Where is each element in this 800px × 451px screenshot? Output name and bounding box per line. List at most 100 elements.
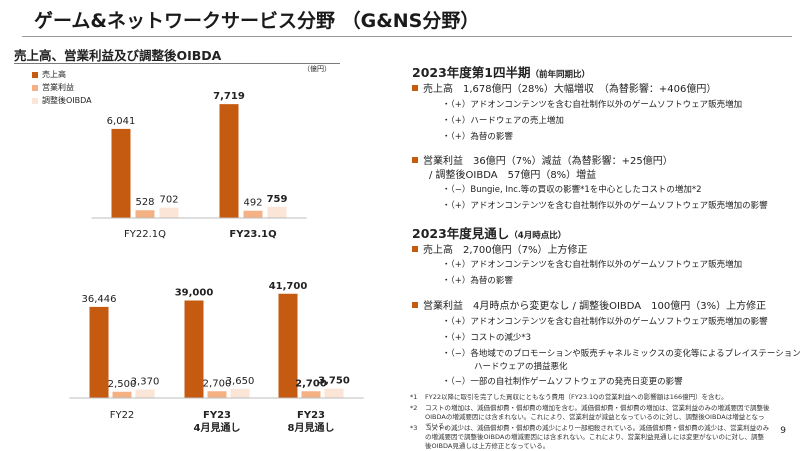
- bar-oibda: [230, 388, 250, 398]
- q1-op-line: 営業利益 36億円（7%）減益（為替影響：+25億円）: [412, 152, 673, 167]
- fy-op-item-text: （−）各地域でのプロモーションや販売チャネルミックスの変化等によるプレイステーシ…: [450, 349, 800, 359]
- q1-sales-item: ・（+）アドオンコンテンツを含む自社制作以外のゲームソフトウェア販売増加: [442, 100, 743, 110]
- legend-item-oibda: 調整後OIBDA: [32, 94, 92, 107]
- unit-label: （億円）: [303, 65, 331, 73]
- category-label: FY23: [297, 410, 325, 421]
- category-label: 8月見通し: [288, 422, 335, 434]
- data-label-sales: 6,041: [107, 116, 136, 127]
- q1-op-text: 営業利益 36億円（7%）減益（為替影響：+25億円）: [423, 156, 673, 167]
- fy-op-item-text: （+）アドオンコンテンツを含む自社制作以外のゲームソフトウェア販売増加の影響: [450, 317, 768, 327]
- bar-charts: 6,041 528 702 FY22.1Q 7,719 492 759 FY23.1Q 36,4…: [69, 91, 364, 434]
- fy-heading-text: 2023年度見通し: [412, 226, 510, 241]
- data-label-sales: 36,446: [82, 294, 117, 305]
- fy-op-item: ・（−）一部の自社制作ゲームソフトウェアの発売日変更の影響: [442, 377, 683, 387]
- q1-sales-line: 売上高 1,678億円（28%）大幅増収 （為替影響：+406億円）: [412, 80, 716, 95]
- page-number: 9: [780, 426, 786, 436]
- data-label-op-income: 528: [135, 197, 154, 208]
- fy-op-item: ・（−）各地域でのプロモーションや販売チャネルミックスの変化等によるプレイステー…: [442, 347, 800, 359]
- fy-op-line: 営業利益 4月時点から変更なし / 調整後OIBDA 100億円（3%）上方修正: [412, 297, 766, 312]
- data-label-sales: 39,000: [175, 288, 214, 299]
- bar-op-income: [301, 391, 321, 398]
- q1-sales-item: ・（+）為替の影響: [442, 132, 513, 142]
- bar-op-income: [112, 391, 132, 398]
- footnote-number: *1: [410, 393, 418, 401]
- footnote: *2 コストの増加は、減価償却費・償却費の増加を含む。減価償却費・償却費の増加は、…: [410, 404, 770, 431]
- data-label-oibda: 759: [267, 194, 288, 205]
- footnote-text: FY22以降に取引を完了した買収にともなう費用（FY23.1Qの営業利益への影響…: [425, 393, 728, 401]
- legend-label-sales: 売上高: [42, 70, 66, 79]
- q1-heading: 2023年度第1四半期（前年同期比）: [412, 62, 590, 81]
- data-label-op-income: 2,700: [295, 378, 327, 389]
- q1-op-line2: / 調整後OIBDA 57億円（8%）増益: [429, 170, 597, 181]
- q1-op-item-text: （+）アドオンコンテンツを含む自社制作以外のゲームソフトウェア販売増加の影響: [450, 201, 768, 211]
- fy-sales-item: ・（+）為替の影響: [442, 276, 513, 286]
- bar-sales: [184, 300, 204, 398]
- q1-op-item-text: （−）Bungie, Inc.等の買収の影響*1を中心としたコストの増加*2: [450, 185, 702, 195]
- category-label: FY23: [203, 410, 231, 421]
- bullet-square-icon: [412, 302, 418, 308]
- footnote-text: コストの増加は、減価償却費・償却費の増加を含む。減価償却費・償却費の増加は、営業…: [425, 404, 770, 430]
- legend-label-oibda: 調整後OIBDA: [42, 96, 92, 105]
- legend-swatch-op-income: [32, 84, 38, 91]
- legend-swatch-oibda: [32, 97, 38, 104]
- fy-sales-item: ・（+）アドオンコンテンツを含む自社制作以外のゲームソフトウェア販売増加: [442, 260, 743, 270]
- legend-swatch-sales: [32, 71, 38, 78]
- bar-op-income: [207, 391, 227, 398]
- legend-item-op-income: 営業利益: [32, 81, 92, 94]
- chart-section-title: 売上高、営業利益及び調整後OIBDA: [14, 48, 222, 63]
- data-label-sales: 7,719: [213, 91, 245, 102]
- fy-heading: 2023年度見通し（4月時点比）: [412, 223, 566, 242]
- category-label: FY23.1Q: [229, 229, 276, 240]
- fy-sales-item-text: （+）アドオンコンテンツを含む自社制作以外のゲームソフトウェア販売増加: [450, 260, 743, 270]
- fy-heading-note: （4月時点比）: [509, 231, 567, 241]
- category-label: 4月見通し: [194, 422, 241, 434]
- bullet-square-icon: [412, 85, 418, 91]
- bar-oibda: [267, 206, 287, 218]
- data-label-op-income: 2,700: [203, 378, 232, 389]
- bullet-square-icon: [412, 246, 418, 252]
- bar-sales: [278, 293, 298, 398]
- fy-sales-text: 売上高 2,700億円（7%）上方修正: [423, 245, 588, 256]
- data-label-oibda: 3,370: [131, 377, 160, 388]
- bar-sales: [219, 104, 239, 218]
- bar-oibda: [324, 388, 344, 398]
- q1-sales-item: ・（+）ハードウェアの売上増加: [442, 116, 564, 126]
- data-label-oibda: 3,750: [318, 376, 350, 387]
- legend-label-op-income: 営業利益: [42, 83, 74, 92]
- q1-sales-item-text: （+）為替の影響: [450, 132, 513, 142]
- fy-op-item: ・（+）コストの減少*3: [442, 333, 532, 343]
- bar-op-income: [135, 210, 155, 218]
- data-label-oibda: 3,650: [226, 376, 255, 387]
- category-label: FY22: [110, 410, 135, 421]
- data-label-op-income: 2,500: [108, 379, 137, 390]
- q1-heading-note: （前年同期比）: [530, 70, 591, 80]
- fy-sales-item-text: （+）為替の影響: [450, 276, 513, 286]
- q1-op-item: ・（+）アドオンコンテンツを含む自社制作以外のゲームソフトウェア販売増加の影響: [442, 201, 768, 211]
- q1-sales-item-text: （+）ハードウェアの売上増加: [450, 116, 564, 126]
- footnote: *3 コストの減少は、減価償却費・償却費の減少により一部相殺されている。減価償却費…: [410, 424, 770, 451]
- q1-heading-text: 2023年度第1四半期: [412, 65, 531, 80]
- footnote-number: *3: [410, 424, 418, 432]
- fy-sales-line: 売上高 2,700億円（7%）上方修正: [412, 241, 588, 256]
- q1-sales-item-text: （+）アドオンコンテンツを含む自社制作以外のゲームソフトウェア販売増加: [450, 100, 743, 110]
- bar-oibda: [159, 207, 179, 218]
- data-label-op-income: 492: [243, 198, 262, 209]
- bar-sales: [111, 128, 131, 218]
- bar-sales: [89, 306, 109, 398]
- q1-sales-text: 売上高 1,678億円（28%）大幅増収 （為替影響：+406億円）: [423, 84, 717, 95]
- bar-op-income: [243, 210, 263, 218]
- data-label-oibda: 702: [159, 195, 178, 206]
- bullet-square-icon: [412, 157, 418, 163]
- chart-section-divider: [14, 63, 340, 64]
- bar-oibda: [135, 389, 155, 398]
- footnote: *1 FY22以降に取引を完了した買収にともなう費用（FY23.1Qの営業利益への…: [410, 393, 770, 402]
- footnote-number: *2: [410, 404, 418, 412]
- q1-op-item: ・（−）Bungie, Inc.等の買収の影響*1を中心としたコストの増加*2: [442, 185, 702, 195]
- fy-op-text: 営業利益 4月時点から変更なし / 調整後OIBDA 100億円（3%）上方修正: [423, 301, 767, 312]
- fy-op-item: ・（+）アドオンコンテンツを含む自社制作以外のゲームソフトウェア販売増加の影響: [442, 317, 768, 327]
- category-label: FY22.1Q: [124, 229, 166, 240]
- chart-legend: 売上高 営業利益 調整後OIBDA: [32, 68, 92, 107]
- data-label-sales: 41,700: [269, 281, 308, 292]
- page-title: ゲーム&ネットワークサービス分野 （G&NS分野）: [34, 10, 480, 32]
- fy-op-item-text: （−）一部の自社制作ゲームソフトウェアの発売日変更の影響: [450, 377, 683, 387]
